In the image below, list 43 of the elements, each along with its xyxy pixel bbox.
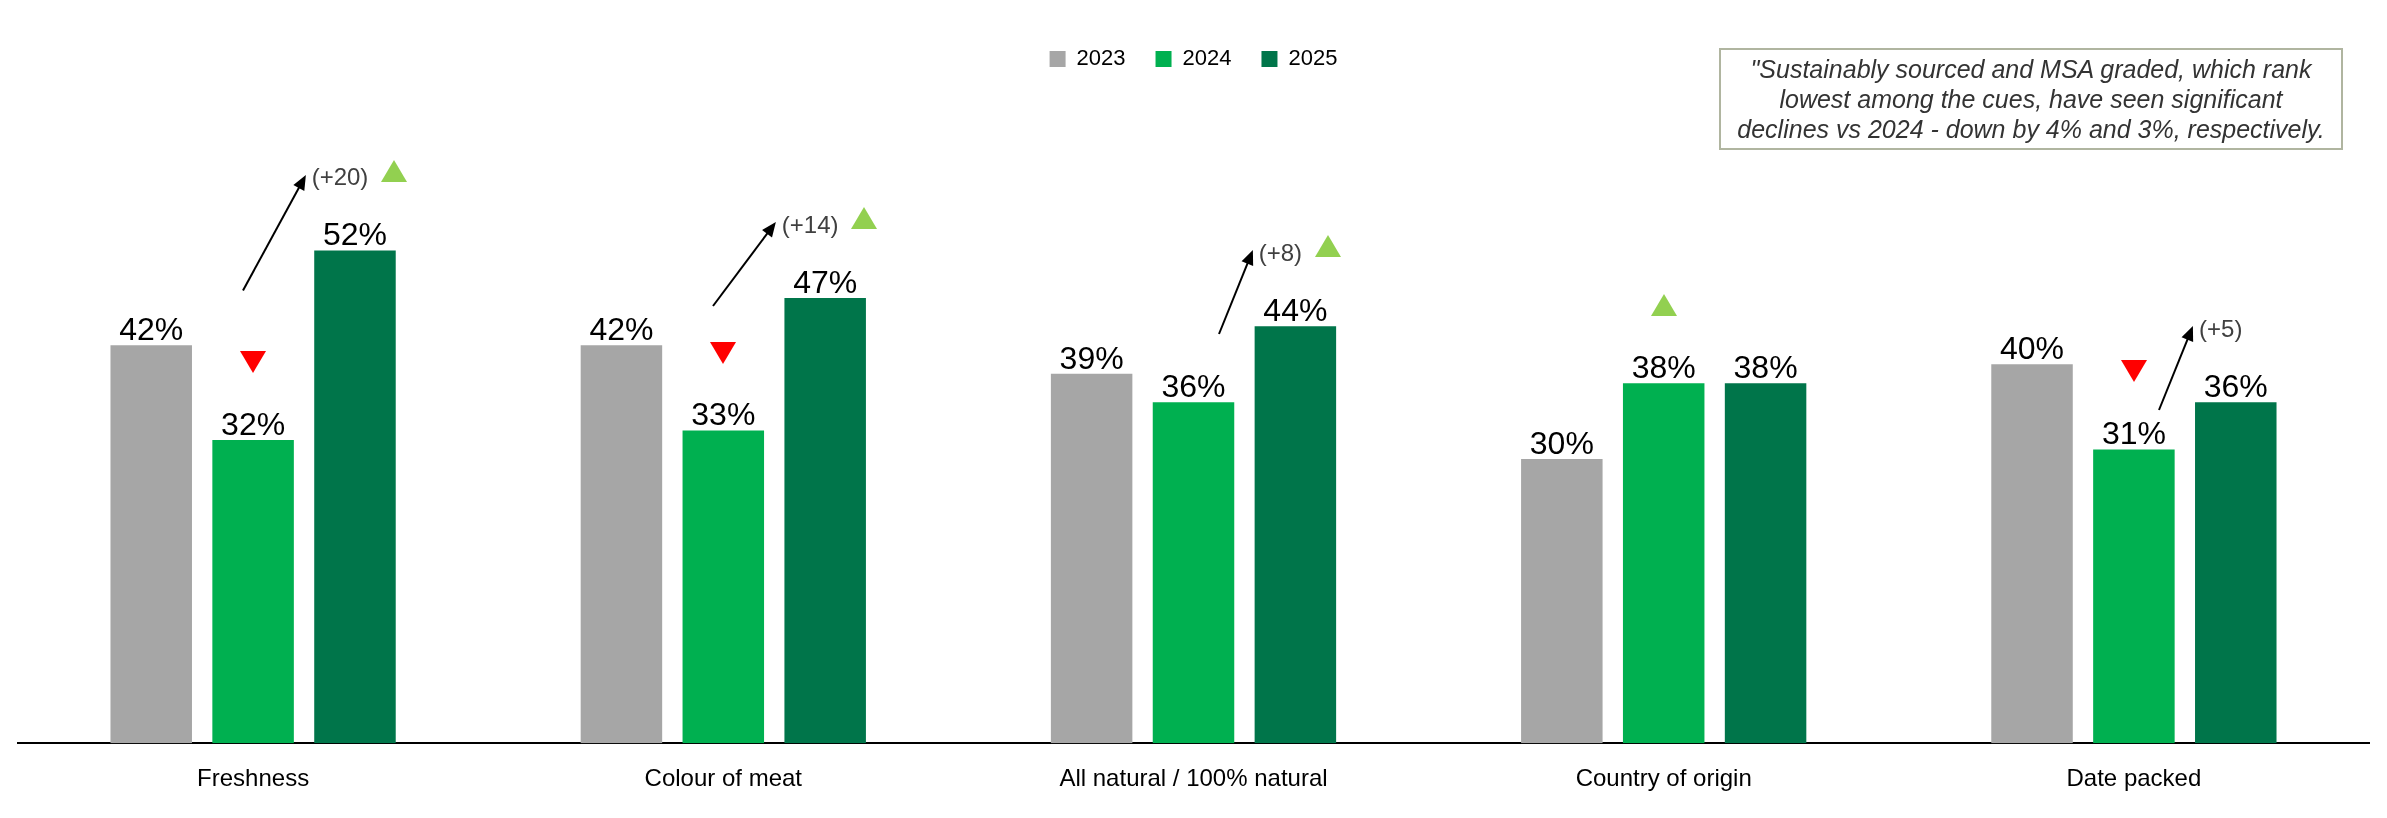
x-tick-label: Colour of meat xyxy=(644,764,803,792)
data-label: 47% xyxy=(793,263,858,300)
x-tick-label: All natural / 100% natural xyxy=(1059,764,1328,792)
bar xyxy=(2195,402,2277,744)
data-label: 38% xyxy=(1733,349,1798,386)
bar xyxy=(682,430,765,744)
bar xyxy=(784,297,866,744)
x-tick-label: Date packed xyxy=(2066,764,2202,792)
data-label: 44% xyxy=(1263,292,1328,329)
data-label: 33% xyxy=(691,396,756,433)
x-tick-label: Country of origin xyxy=(1575,764,1752,792)
data-label: 42% xyxy=(119,311,184,348)
bar xyxy=(2093,449,2175,744)
legend-label: 2024 xyxy=(1182,45,1232,71)
data-label: 39% xyxy=(1059,339,1124,376)
x-tick-label: Freshness xyxy=(197,764,310,792)
data-label: 52% xyxy=(322,216,387,253)
bar xyxy=(1521,458,1603,744)
bar xyxy=(1152,402,1235,744)
bar xyxy=(1050,373,1133,744)
data-label: 38% xyxy=(1631,349,1696,386)
bar xyxy=(314,250,396,744)
bar xyxy=(1991,364,2073,744)
bar xyxy=(1254,326,1337,744)
annotation: (+5) xyxy=(2199,314,2243,342)
text: (+20) xyxy=(311,163,369,191)
data-label: 36% xyxy=(1161,367,1226,404)
data-label: 36% xyxy=(2203,367,2268,404)
bar xyxy=(580,345,663,744)
data-label: 32% xyxy=(221,405,286,442)
text: "Sustainably sourced and MSA graded, which rank lowest among the cues, have seen significant declines vs 2024 - down by 4% and 3%, respectively. xyxy=(1719,48,2343,150)
data-label: 30% xyxy=(1529,424,1594,461)
annotation: (+8) xyxy=(1258,238,1303,266)
bar xyxy=(1724,383,1807,744)
data-label: 42% xyxy=(589,311,654,348)
legend-label: 2025 xyxy=(1288,45,1338,71)
data-label: 31% xyxy=(2101,415,2166,452)
bar xyxy=(110,345,192,744)
bar xyxy=(1622,383,1705,744)
bar xyxy=(212,440,294,744)
data-label: 40% xyxy=(2000,330,2065,367)
text: (+14) xyxy=(781,210,839,238)
legend-label: 2023 xyxy=(1076,45,1126,71)
